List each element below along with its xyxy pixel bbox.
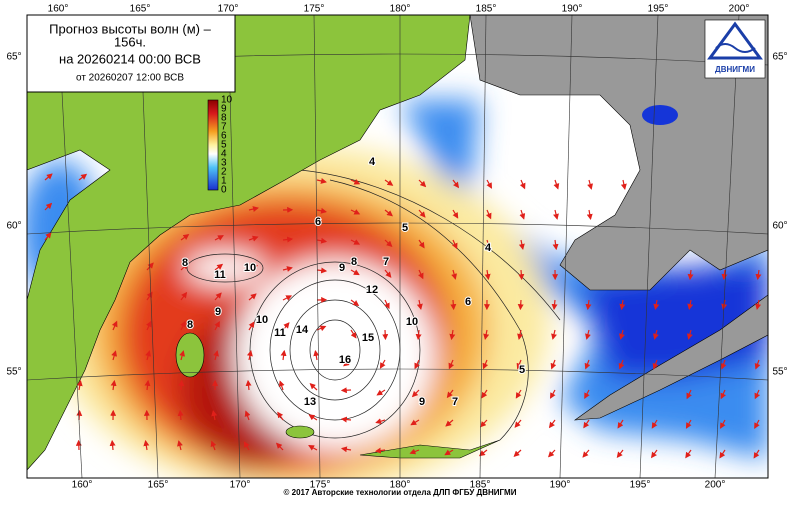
lon-label-bottom: 170° (230, 480, 251, 491)
contour-label: 9 (339, 262, 345, 274)
contour-label: 14 (296, 324, 309, 336)
contour-label: 9 (419, 396, 425, 408)
contour-label: 16 (339, 354, 351, 366)
contour-label: 4 (485, 242, 492, 254)
valid-time: на 20260214 00:00 ВСВ (59, 51, 201, 66)
lon-label-top: 160° (48, 4, 69, 15)
lon-label-top: 195° (648, 4, 669, 15)
footer: © 2017 Авторские технологии отдела ДЛП Ф… (284, 488, 517, 497)
title-lead: 156ч. (114, 34, 146, 49)
wave-direction (112, 441, 113, 450)
wave-direction (453, 300, 454, 309)
lat-label-right: 60° (772, 221, 787, 232)
wave-direction (418, 330, 419, 339)
contour-label: 9 (215, 306, 221, 318)
lat-label-left: 65° (6, 52, 21, 63)
wave-direction (520, 300, 521, 309)
colorbar-label: 0 (221, 185, 227, 196)
contour-label: 12 (366, 284, 378, 296)
issue-time: от 20260207 12:00 ВСВ (76, 73, 184, 84)
lon-label-top: 175° (304, 4, 325, 15)
lon-label-bottom: 190° (550, 480, 571, 491)
contour-label: 8 (182, 257, 188, 269)
contour-label: 4 (369, 156, 376, 168)
lat-label-left: 55° (6, 367, 21, 378)
contour-label: 8 (351, 256, 357, 268)
contour-label: 6 (465, 296, 471, 308)
lon-label-top: 165° (130, 4, 151, 15)
lat-label-left: 60° (6, 221, 21, 232)
contour-label: 7 (452, 396, 458, 408)
lat-label-right: 55° (772, 367, 787, 378)
lon-label-bottom: 200° (705, 480, 726, 491)
lon-label-top: 190° (562, 4, 583, 15)
lon-label-top: 180° (390, 4, 411, 15)
contour-label: 11 (274, 327, 286, 339)
contour-label: 10 (256, 314, 268, 326)
contour-label: 10 (406, 316, 418, 328)
lon-label-bottom: 195° (630, 480, 651, 491)
lon-label-top: 170° (218, 4, 239, 15)
contour-label: 7 (383, 256, 389, 268)
logo-text: ДВНИГМИ (715, 65, 755, 74)
lon-label-top: 185° (476, 4, 497, 15)
contour-label: 5 (519, 364, 525, 376)
wave-direction (521, 270, 522, 279)
contour-label: 13 (304, 396, 316, 408)
contour-label: 6 (315, 216, 321, 228)
contour-label: 15 (362, 332, 374, 344)
contour-label: 11 (214, 269, 226, 281)
contour-label: 10 (244, 262, 256, 274)
lon-label-top: 200° (729, 4, 750, 15)
contour-label: 5 (402, 222, 408, 234)
lat-label-right: 65° (772, 52, 787, 63)
lon-label-bottom: 160° (72, 480, 93, 491)
wave-direction (181, 381, 182, 390)
colorbar (208, 100, 218, 190)
contour-label: 8 (187, 319, 193, 331)
lon-label-bottom: 165° (148, 480, 169, 491)
